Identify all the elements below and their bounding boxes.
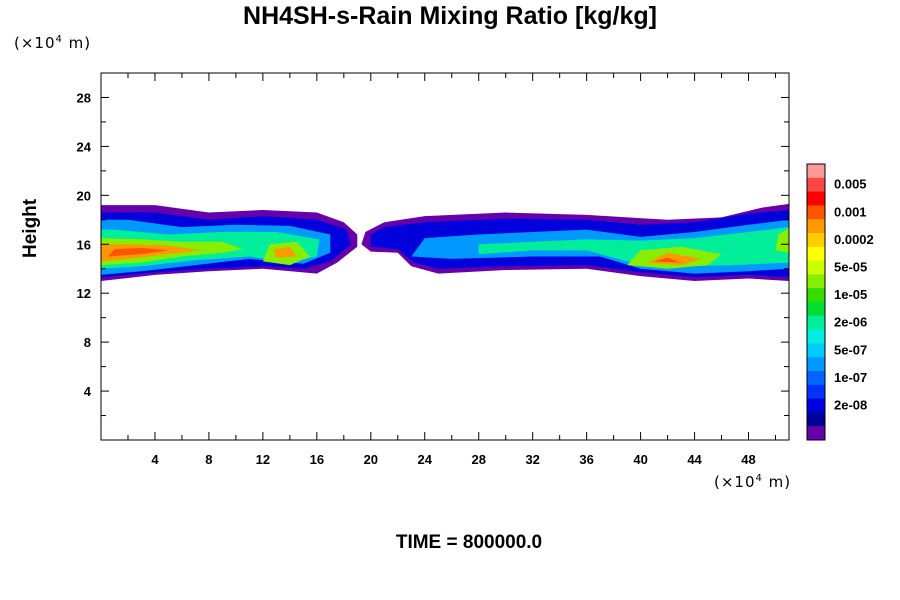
colorbar-swatch [807,191,825,206]
colorbar-label: 0.001 [834,204,867,219]
time-label: TIME = 800000.0 [395,532,543,553]
contour-region-16 [654,257,682,263]
y-tick-label: 8 [84,335,91,350]
x-tick-label: 24 [418,452,433,467]
colorbar-swatch [807,398,825,413]
colorbar-label: 2e-06 [834,315,867,330]
plot-frame [100,72,790,441]
colorbar-swatch [807,219,825,234]
x-tick-label: 40 [633,452,647,467]
colorbar-swatch [807,357,825,372]
colorbar-label: 5e-05 [834,260,867,275]
colorbar-swatch [807,274,825,289]
colorbar-swatch [807,329,825,344]
y-axis-unit: (×104 m) [14,34,92,52]
colorbar-swatch [807,371,825,386]
colorbar-label: 2e-08 [834,398,867,413]
x-axis: 4 8 12 16 20 24 28 32 36 40 44 48 [127,73,777,467]
y-axis: 4 8 12 16 20 24 28 [77,90,789,417]
colorbar-frame [806,163,826,441]
y-axis-label: Height [20,198,41,258]
colorbar-label: 1e-07 [834,370,867,385]
contour-region-11 [775,228,789,253]
x-tick-label: 16 [310,452,324,467]
colorbar-swatch [807,426,825,441]
colorbar-swatch [807,233,825,248]
x-tick-label: 36 [579,452,593,467]
x-tick-label: 4 [151,452,159,467]
contour-region-14 [647,252,702,266]
y-tick-label: 28 [77,90,91,105]
colorbar-swatch [807,164,825,179]
contour-region-13 [273,246,297,258]
colorbar-swatch [807,412,825,427]
colorbar-label: 1e-05 [834,287,867,302]
contour-region-15 [107,247,169,257]
x-tick-label: 32 [525,452,539,467]
colorbar-swatch [807,246,825,261]
y-tick-label: 20 [77,188,91,203]
colorbar-label: 0.005 [834,177,867,192]
x-tick-label: 28 [471,452,485,467]
plot-area [100,72,790,441]
colorbar-label: 0.0002 [834,232,874,247]
colorbar-swatch [807,315,825,330]
colorbar-swatch [807,288,825,303]
x-axis-unit: (×104 m) [714,473,792,491]
colorbar-swatch [807,177,825,192]
colorbar-swatch [807,205,825,220]
x-tick-label: 44 [687,452,702,467]
x-tick-label: 12 [256,452,270,467]
colorbar-swatch [807,302,825,317]
chart-title: NH4SH-s-Rain Mixing Ratio [kg/kg] [243,2,657,30]
contour-region-12 [101,244,203,262]
colorbar-swatch [807,384,825,399]
x-tick-label: 8 [205,452,212,467]
y-tick-label: 4 [84,384,92,399]
colorbar-swatch [807,260,825,275]
y-tick-label: 12 [77,286,91,301]
y-tick-label: 24 [77,139,92,154]
colorbar: 0.005 0.001 0.0002 5e-05 1e-05 2e-06 5e-07 1e-0… [806,163,874,441]
x-tick-label: 48 [741,452,755,467]
colorbar-label: 5e-07 [834,342,867,357]
y-tick-label: 16 [77,237,91,252]
colorbar-swatch [807,343,825,358]
x-tick-label: 20 [364,452,378,467]
